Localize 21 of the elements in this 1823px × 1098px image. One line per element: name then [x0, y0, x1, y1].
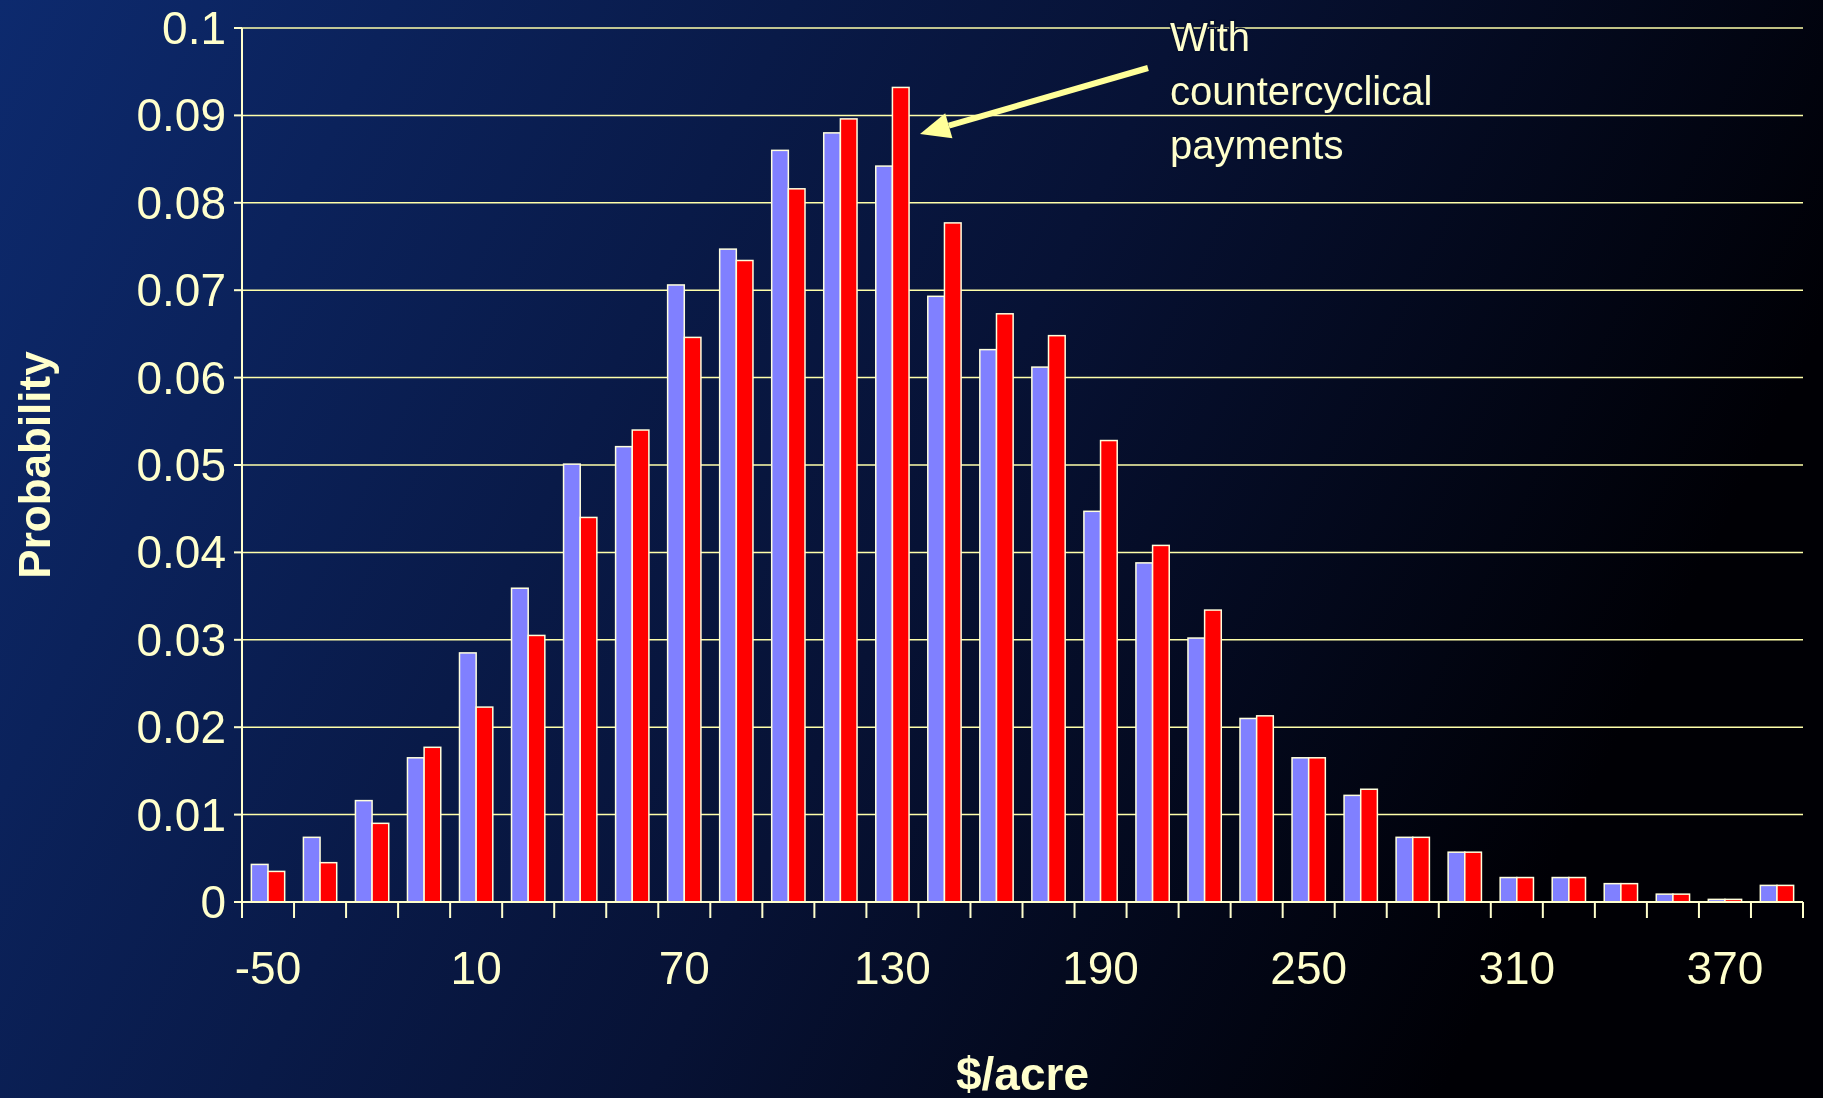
y-tick-label: 0.01	[136, 788, 226, 841]
y-axis-title: Probability	[10, 350, 59, 579]
x-tick-label: 70	[658, 942, 710, 994]
y-tick-label: 0.09	[136, 89, 226, 142]
x-tick-label: -50	[234, 942, 302, 994]
x-tick-label: 130	[854, 942, 931, 994]
x-tick-label: 370	[1686, 942, 1764, 994]
x-tick-label: 250	[1270, 942, 1348, 994]
y-tick-label: 0.08	[136, 176, 226, 229]
x-tick-label: 190	[1062, 942, 1139, 994]
y-tick-label: 0.06	[136, 351, 226, 404]
y-tick-label: 0.02	[136, 701, 226, 754]
y-tick-label: 0.04	[136, 526, 226, 579]
y-tick-label: 0.1	[162, 2, 226, 54]
x-tick-label: 10	[450, 942, 502, 994]
y-tick-label: 0.03	[136, 613, 226, 666]
y-tick-label: 0.05	[136, 439, 226, 491]
x-axis-title: $/acre	[955, 1048, 1090, 1098]
y-tick-label: 0	[200, 876, 226, 928]
y-tick-label: 0.07	[136, 264, 226, 317]
x-tick-label: 310	[1478, 942, 1556, 994]
